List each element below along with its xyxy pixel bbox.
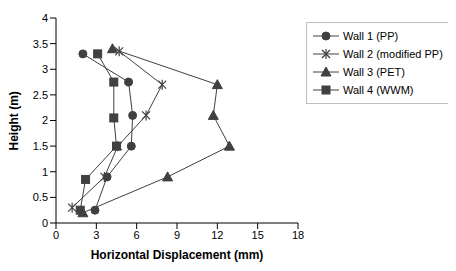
svg-text:3: 3 xyxy=(42,63,48,75)
svg-text:12: 12 xyxy=(211,229,223,241)
svg-text:15: 15 xyxy=(252,229,264,241)
svg-text:3: 3 xyxy=(93,229,99,241)
svg-text:0: 0 xyxy=(42,217,48,229)
svg-text:Height (m): Height (m) xyxy=(8,91,21,150)
svg-text:0.5: 0.5 xyxy=(33,191,48,203)
svg-text:2.5: 2.5 xyxy=(33,89,48,101)
html-text:Wall 1 (PP): Wall 1 (PP) xyxy=(343,30,399,42)
svg-text:18: 18 xyxy=(292,229,304,241)
svg-text:1: 1 xyxy=(42,166,48,178)
svg-text:0: 0 xyxy=(53,229,59,241)
svg-text:9: 9 xyxy=(174,229,180,241)
svg-text:3.5: 3.5 xyxy=(33,38,48,50)
html-text:Wall 4 (WWM): Wall 4 (WWM) xyxy=(343,84,414,96)
html-text:Wall 3 (PET): Wall 3 (PET) xyxy=(343,66,405,78)
svg-text:4: 4 xyxy=(42,12,48,24)
svg-text:2: 2 xyxy=(42,114,48,126)
svg-text:Horizontal Displacement (mm): Horizontal Displacement (mm) xyxy=(91,248,264,262)
svg-text:6: 6 xyxy=(134,229,140,241)
html-text:Wall 2 (modified PP): Wall 2 (modified PP) xyxy=(343,48,443,60)
svg-text:1.5: 1.5 xyxy=(33,140,48,152)
